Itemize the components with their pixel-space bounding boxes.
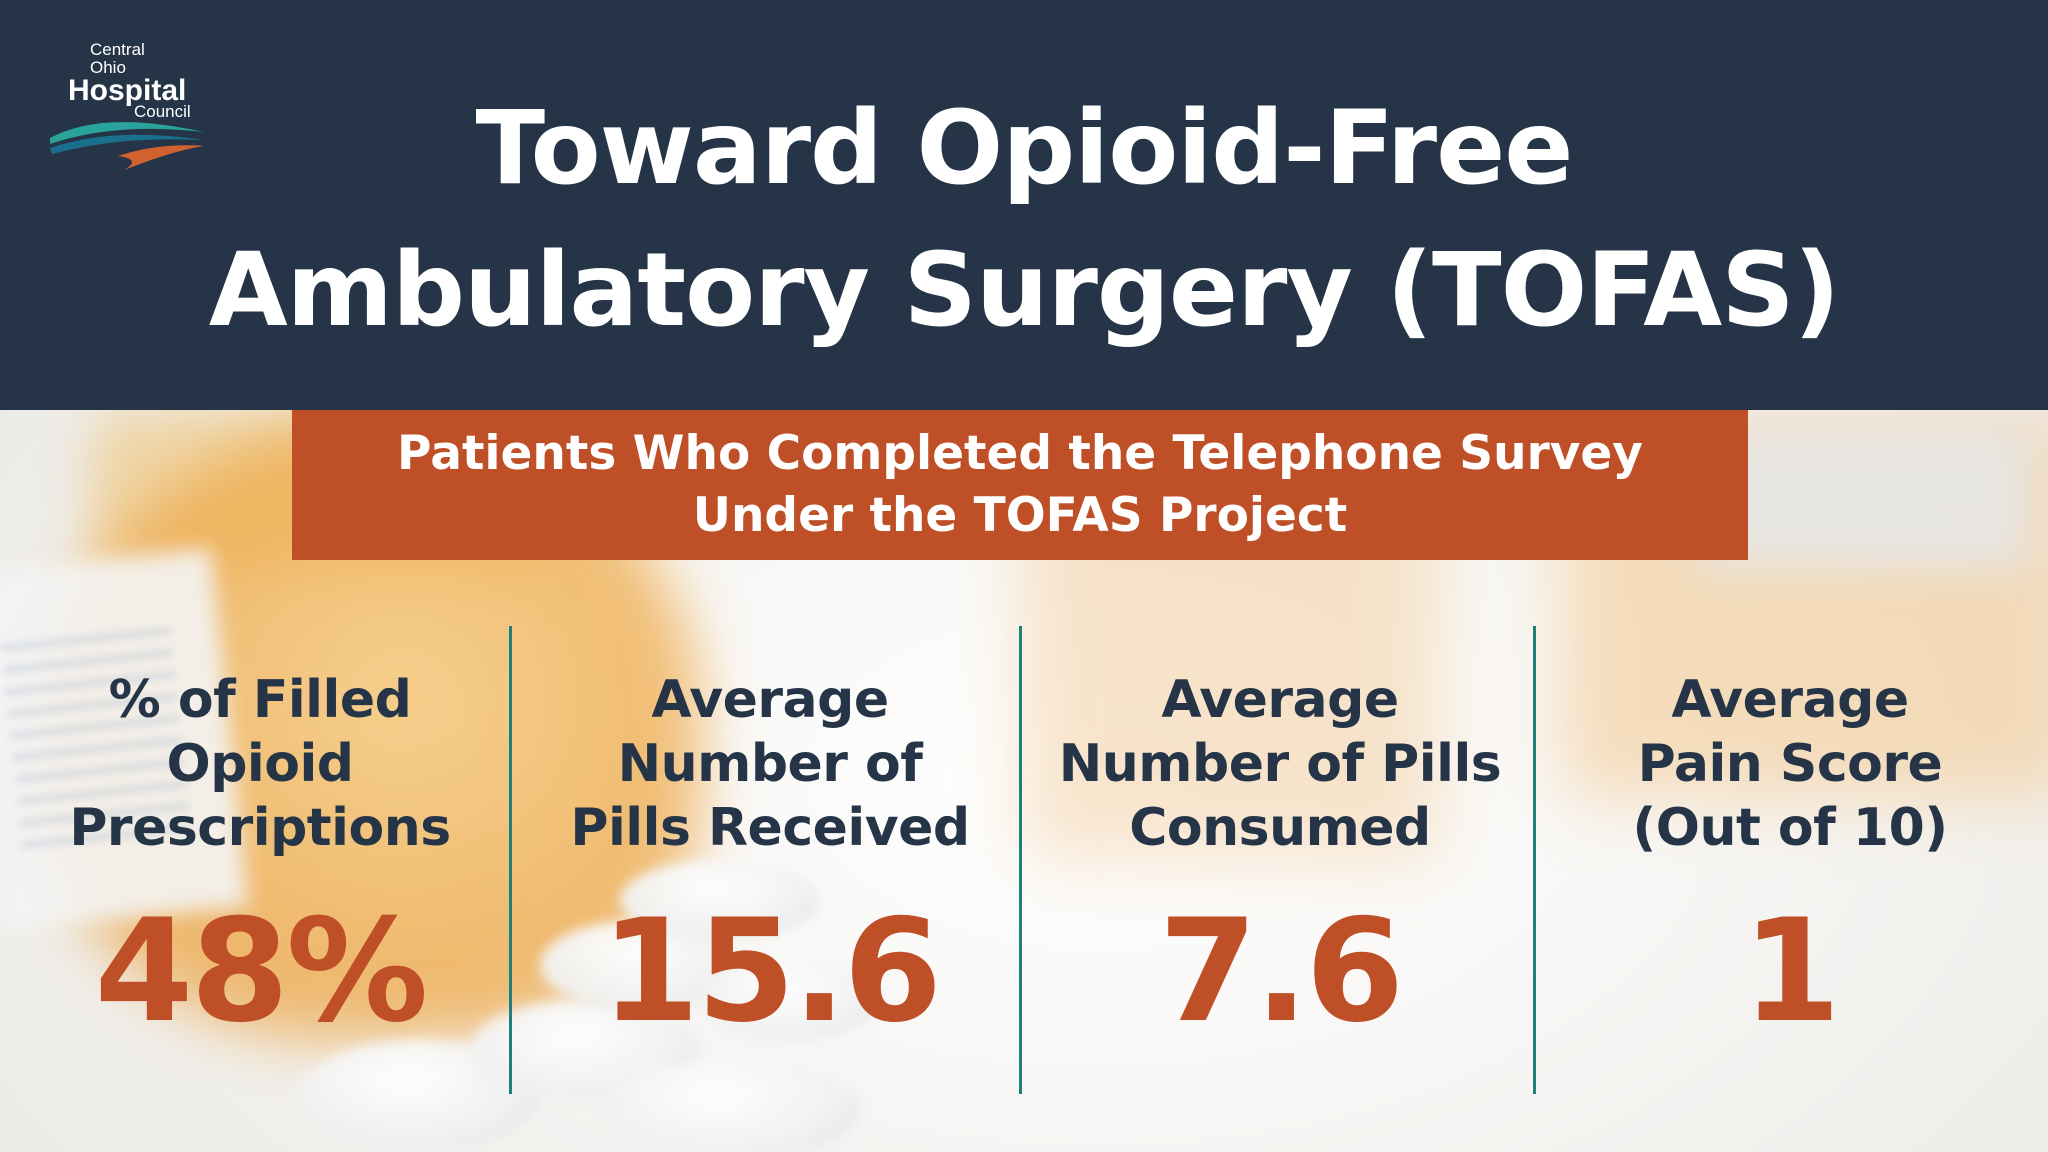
pill-blur xyxy=(620,860,820,940)
stat-label: Average Number of Pills Received xyxy=(515,668,1025,860)
stat-label-line: Pills Received xyxy=(570,798,970,858)
logo-text-central: Central xyxy=(90,40,145,59)
stat-value: 15.6 xyxy=(600,889,942,1054)
stat-label-line: (Out of 10) xyxy=(1632,798,1948,858)
column-divider xyxy=(1019,626,1022,1094)
stat-filled-prescriptions: % of Filled Opioid Prescriptions 48% xyxy=(5,668,515,1052)
page-title: Toward Opioid-Free Ambulatory Surgery (T… xyxy=(0,78,2048,362)
banner-line-1: Patients Who Completed the Telephone Sur… xyxy=(397,426,1643,481)
stat-value: 1 xyxy=(1742,889,1841,1054)
subtitle-banner: Patients Who Completed the Telephone Sur… xyxy=(292,410,1748,560)
stat-label: % of Filled Opioid Prescriptions xyxy=(5,668,515,860)
hospital-council-logo: Central Ohio Hospital Council xyxy=(48,40,218,170)
logo-text-ohio: Ohio xyxy=(90,58,126,77)
stat-label-line: % of Filled xyxy=(108,670,412,730)
stat-label-line: Number of xyxy=(617,734,923,794)
stat-label-line: Opioid xyxy=(166,734,354,794)
logo-text-hospital: Hospital xyxy=(68,74,187,107)
stat-label-line: Number of Pills xyxy=(1058,734,1502,794)
stat-pills-consumed: Average Number of Pills Consumed 7.6 xyxy=(1025,668,1535,1052)
stat-label: Average Number of Pills Consumed xyxy=(1025,668,1535,860)
stat-label: Average Pain Score (Out of 10) xyxy=(1535,668,2045,860)
stat-label-line: Consumed xyxy=(1129,798,1431,858)
pill-blur xyxy=(600,1060,860,1152)
column-divider xyxy=(1533,626,1536,1094)
stat-value: 7.6 xyxy=(1158,889,1405,1054)
stat-pain-score: Average Pain Score (Out of 10) 1 xyxy=(1535,668,2045,1052)
stat-label-line: Average xyxy=(1161,670,1399,730)
bottle-label-blur xyxy=(1700,430,2030,570)
logo-text-council: Council xyxy=(134,102,191,121)
banner-line-2: Under the TOFAS Project xyxy=(692,488,1348,543)
stat-pills-received: Average Number of Pills Received 15.6 xyxy=(515,668,1025,1052)
column-divider xyxy=(509,626,512,1094)
title-line-1: Toward Opioid-Free xyxy=(475,89,1574,208)
stat-value: 48% xyxy=(94,889,429,1054)
stat-label-line: Average xyxy=(651,670,889,730)
stat-label-line: Prescriptions xyxy=(69,798,451,858)
stat-label-line: Pain Score xyxy=(1637,734,1943,794)
wave-swoosh-icon xyxy=(50,122,204,170)
stat-label-line: Average xyxy=(1671,670,1909,730)
pill-blur xyxy=(700,960,880,1040)
header-band: Central Ohio Hospital Council Toward Opi… xyxy=(0,0,2048,410)
title-line-2: Ambulatory Surgery (TOFAS) xyxy=(208,231,1841,350)
